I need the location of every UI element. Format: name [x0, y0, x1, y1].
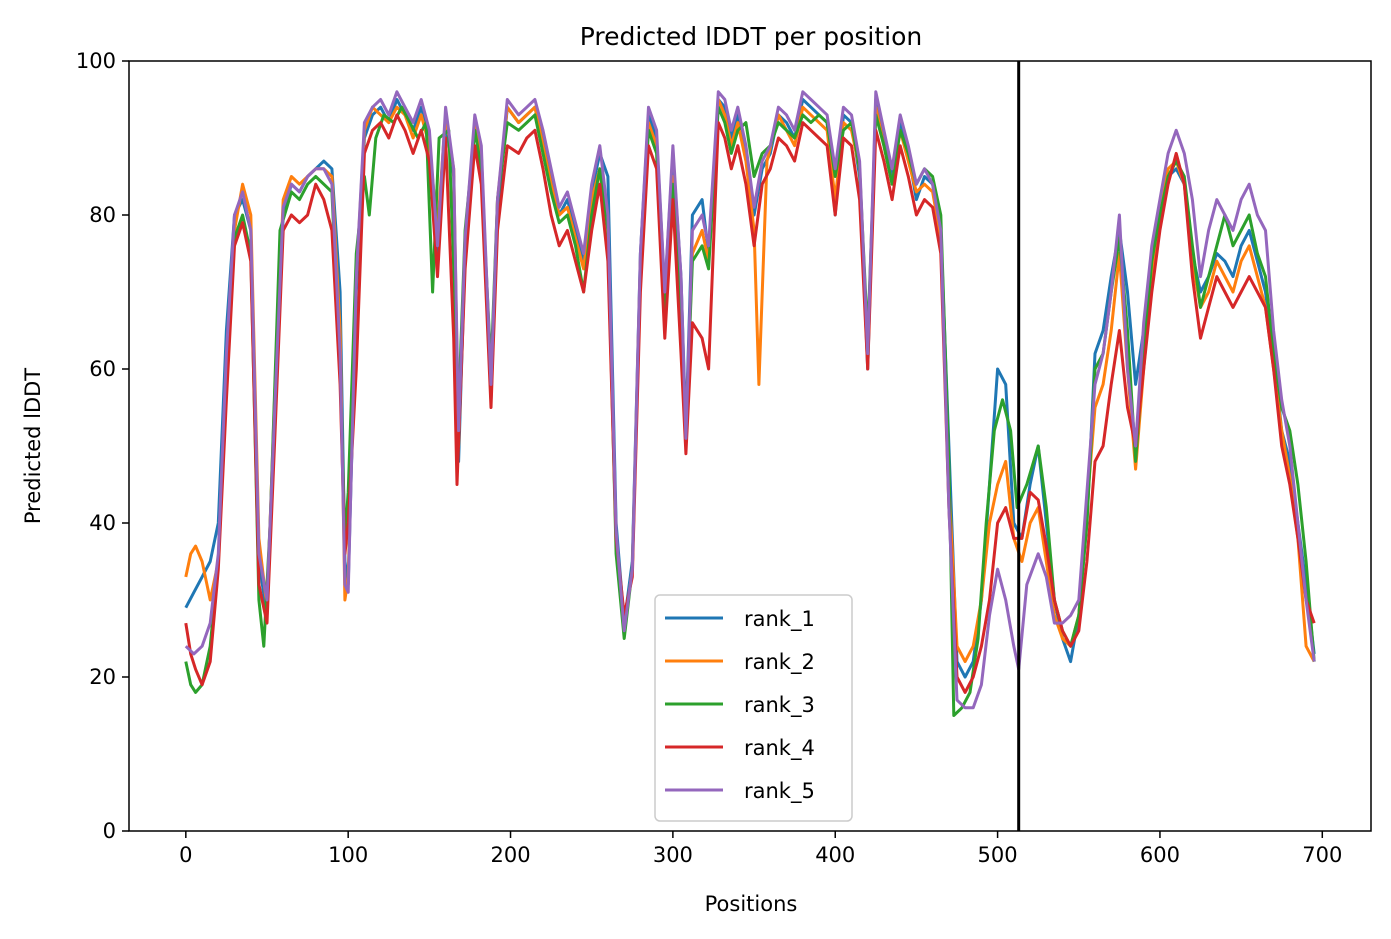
- legend-label-rank-1: rank_1: [744, 607, 815, 632]
- y-tick-label: 40: [89, 511, 116, 535]
- x-tick-label: 0: [179, 843, 192, 867]
- y-tick-label: 0: [103, 819, 116, 843]
- y-axis-label: Predicted lDDT: [21, 368, 45, 524]
- series-line-rank-1: [184, 98, 1316, 679]
- series-line-rank-5: [184, 90, 1316, 710]
- x-tick-label: 100: [328, 843, 368, 867]
- y-axis: 0 20 40 60 80 100: [76, 49, 129, 843]
- x-axis-label: Positions: [705, 892, 798, 916]
- y-tick-label: 60: [89, 357, 116, 381]
- legend-label-rank-2: rank_2: [744, 650, 815, 675]
- legend-items: rank_1 rank_2 rank_3 rank_4 rank_5: [665, 607, 815, 804]
- y-tick-label: 20: [89, 665, 116, 689]
- x-axis: 0 100 200 300 400 500 600 700: [179, 831, 1342, 867]
- series-line-rank-4: [184, 113, 1316, 694]
- plot-frame: [128, 60, 1372, 832]
- x-tick-label: 400: [815, 843, 855, 867]
- plot-area: [128, 60, 1372, 832]
- x-tick-label: 700: [1302, 843, 1342, 867]
- legend-label-rank-3: rank_3: [744, 693, 815, 718]
- x-tick-label: 500: [978, 843, 1018, 867]
- series-group: [184, 90, 1316, 717]
- y-tick-label: 80: [89, 203, 116, 227]
- legend: rank_1 rank_2 rank_3 rank_4 rank_5: [654, 594, 853, 822]
- x-tick-label: 600: [1140, 843, 1180, 867]
- x-tick-label: 200: [490, 843, 530, 867]
- legend-label-rank-4: rank_4: [744, 736, 815, 761]
- legend-label-rank-5: rank_5: [744, 779, 815, 804]
- x-tick-label: 300: [653, 843, 693, 867]
- chart-title: Predicted lDDT per position: [580, 22, 922, 51]
- legend-box: [654, 594, 853, 822]
- y-tick-label: 100: [76, 49, 116, 73]
